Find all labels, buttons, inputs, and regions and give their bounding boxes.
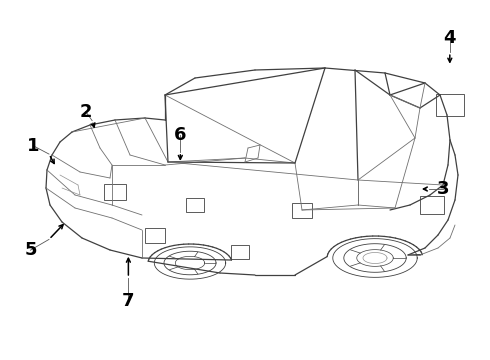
Bar <box>292 202 312 217</box>
Bar <box>436 94 464 116</box>
Bar <box>145 228 165 243</box>
Bar <box>231 245 249 259</box>
Text: 5: 5 <box>24 241 37 259</box>
Bar <box>104 184 126 200</box>
Text: 7: 7 <box>122 292 135 310</box>
Text: 3: 3 <box>437 180 450 198</box>
Text: 1: 1 <box>27 137 40 155</box>
Text: 4: 4 <box>443 29 456 47</box>
Bar <box>186 198 204 212</box>
Bar <box>420 196 444 214</box>
Text: 2: 2 <box>79 103 92 121</box>
Text: 6: 6 <box>174 126 187 144</box>
